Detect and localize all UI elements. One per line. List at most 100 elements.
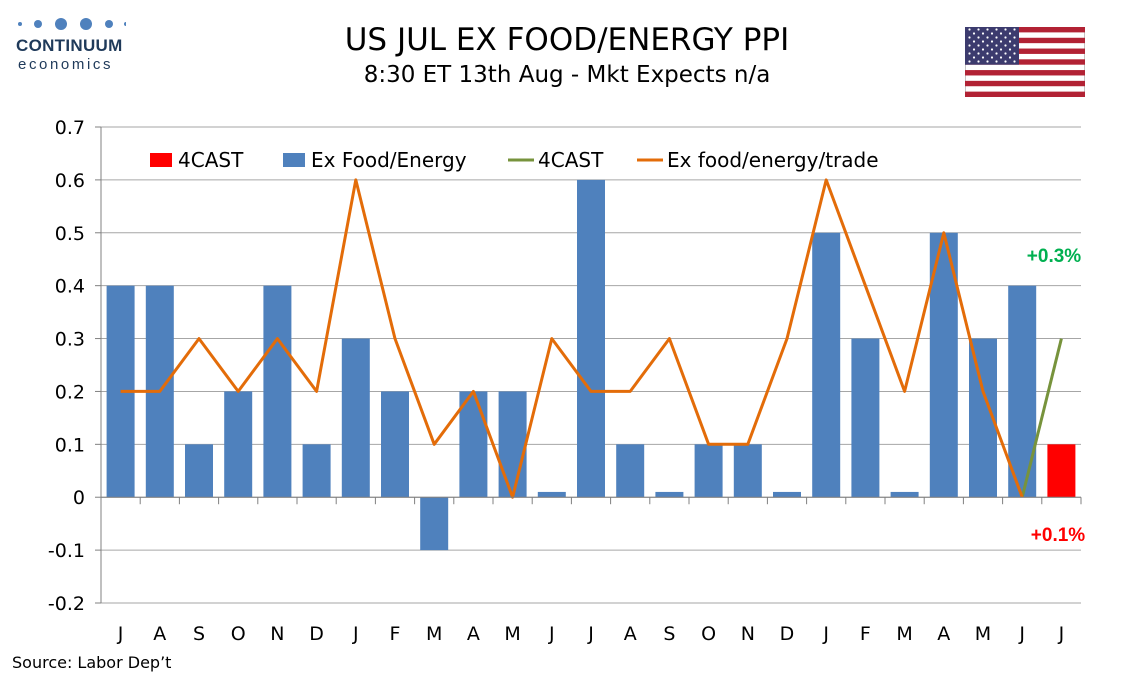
ex-food-energy-bar	[851, 338, 880, 498]
flag-star	[972, 48, 976, 51]
flag-star	[977, 36, 980, 39]
flag-star	[995, 28, 998, 31]
y-tick-label: 0.2	[55, 381, 85, 403]
flag-star	[972, 32, 976, 35]
ex-food-energy-bar	[616, 444, 645, 498]
x-tick-label: J	[548, 623, 555, 645]
flag-star	[999, 32, 1003, 35]
flag-star	[968, 36, 971, 39]
flag-star	[999, 40, 1003, 43]
y-tick-label: 0.3	[55, 329, 85, 351]
flag-star	[981, 40, 985, 43]
legend-label: Ex food/energy/trade	[667, 148, 879, 172]
ex-food-energy-bar	[773, 491, 801, 498]
lines	[120, 178, 1063, 499]
flag-star	[986, 36, 989, 39]
flag-star	[1013, 52, 1016, 55]
ex-food-energy-bar	[381, 391, 409, 498]
flag-star	[1013, 60, 1016, 63]
ex-food-energy-bar	[694, 444, 723, 498]
x-tick-label: J	[352, 623, 359, 645]
legend-label: 4CAST	[538, 148, 604, 172]
ex-food-energy-bar	[537, 491, 566, 498]
x-tick-label: D	[780, 623, 795, 645]
flag-star	[990, 56, 994, 59]
chart-subtitle: 8:30 ET 13th Aug - Mkt Expects n/a	[363, 62, 771, 88]
ex-food-energy-bar	[1008, 285, 1037, 498]
flag-star	[995, 44, 998, 47]
x-tick-label: S	[193, 623, 205, 645]
flag-star	[995, 52, 998, 55]
y-tick-label: 0.6	[55, 170, 85, 192]
x-tick-label: J	[1018, 623, 1025, 645]
flag-star	[1004, 60, 1007, 63]
flag-stripe	[965, 48, 1085, 54]
ex-food-energy-bar	[224, 391, 253, 498]
flag-stripe	[965, 59, 1085, 65]
ex-food-energy-bar	[302, 444, 331, 498]
source-note: Source: Labor Dep’t	[12, 653, 172, 672]
x-tick-label: M	[504, 623, 520, 645]
y-tick-label: 0.5	[55, 223, 85, 245]
flag-star	[1004, 36, 1007, 39]
legend-label: 4CAST	[178, 148, 244, 172]
flag-star	[995, 36, 998, 39]
ex-food-energy-bar	[459, 391, 488, 498]
chart-title: US JUL EX FOOD/ENERGY PPI	[344, 22, 790, 58]
flag-star	[972, 40, 976, 43]
flag-star	[1004, 44, 1007, 47]
forecast-line-label: +0.3%	[1027, 246, 1082, 267]
y-tick-label: 0.4	[55, 276, 85, 298]
flag-star	[1008, 48, 1012, 51]
x-tick-label: A	[153, 623, 166, 645]
flag-star	[968, 28, 971, 31]
flag-stripe	[965, 37, 1085, 44]
flag-star	[977, 44, 980, 47]
ex-food-energy-bar	[185, 444, 213, 498]
logo-brand: CONTINUUM	[16, 36, 123, 55]
us-flag-icon	[965, 27, 1085, 97]
flag-star	[977, 60, 980, 63]
logo-sub: economics	[18, 56, 114, 73]
x-tick-label: A	[624, 623, 637, 645]
flag-star	[1008, 40, 1012, 43]
flag-star	[968, 44, 971, 47]
flag-star	[986, 52, 989, 55]
y-tick-label: 0.1	[55, 434, 85, 456]
flag-stripe	[965, 91, 1085, 97]
flag-stripe	[965, 70, 1085, 76]
flag-star	[1013, 36, 1016, 39]
x-tick-label: J	[822, 623, 829, 645]
flag-star	[986, 44, 989, 47]
x-tick-label: M	[975, 623, 991, 645]
flag-star	[986, 28, 989, 31]
flag-star	[986, 60, 989, 63]
x-tick-label: J	[587, 623, 594, 645]
flag-star	[968, 52, 971, 55]
y-tick-label: -0.2	[48, 593, 85, 615]
x-tick-label: N	[270, 623, 284, 645]
y-tick-label: -0.1	[48, 540, 85, 562]
flag-star	[1004, 28, 1007, 31]
flag-star	[999, 56, 1003, 59]
flag-star	[1008, 56, 1012, 59]
flag-star	[981, 48, 985, 51]
flag-star	[1013, 44, 1016, 47]
ex-food-energy-bar	[812, 232, 841, 498]
flag-star	[990, 40, 994, 43]
flag-stripe	[965, 27, 1085, 33]
ex-food-energy-bar	[890, 491, 919, 498]
flag-star	[1004, 52, 1007, 55]
legend-swatch	[150, 153, 172, 167]
bars	[106, 179, 1076, 551]
flag-star	[995, 60, 998, 63]
x-tick-label: J	[117, 623, 124, 645]
flag-stripe	[965, 80, 1085, 87]
x-tick-label: F	[390, 623, 401, 645]
ex-food-energy-bar	[733, 444, 762, 498]
flag-star	[972, 56, 976, 59]
x-tick-label: A	[467, 623, 480, 645]
flag-star	[990, 48, 994, 51]
